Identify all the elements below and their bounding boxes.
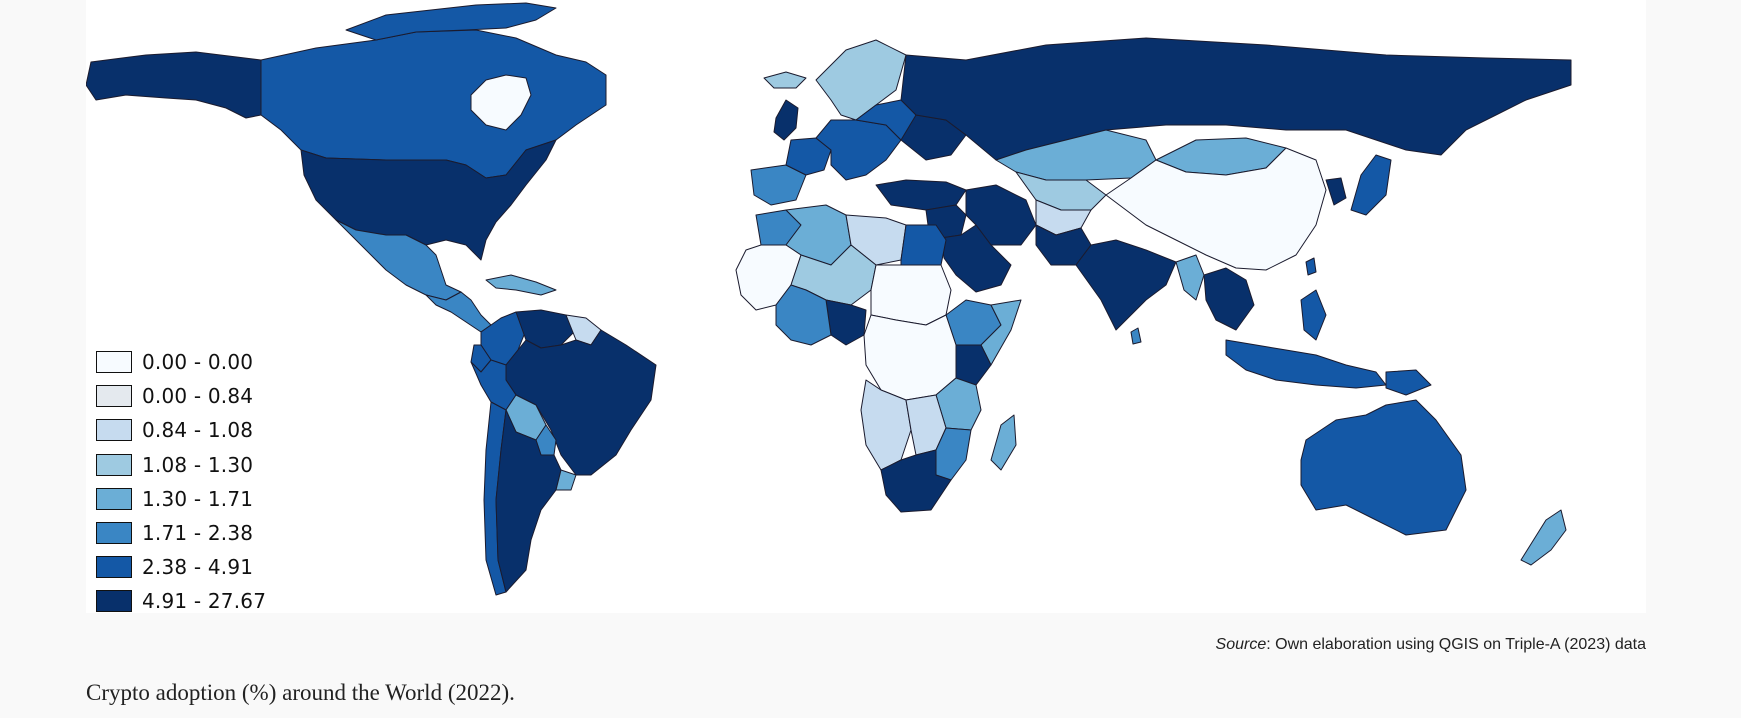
region-sri-lanka (1130, 327, 1142, 345)
source-prefix: Source (1215, 636, 1267, 653)
region-russia (900, 37, 1572, 161)
region-caribbean (485, 274, 557, 296)
region-iran (965, 184, 1037, 246)
legend-label: 2.38 - 4.91 (142, 555, 254, 580)
legend-swatch (96, 351, 132, 374)
source-text: : Own elaboration using QGIS on Triple-A… (1266, 636, 1646, 653)
region-peru (470, 359, 517, 411)
region-taiwan (1305, 257, 1317, 276)
region-new-zealand (1520, 509, 1567, 566)
legend-item: 2.38 - 4.91 (96, 550, 266, 584)
legend-swatch (96, 522, 132, 545)
region-central-africa (863, 314, 957, 401)
legend-label: 1.71 - 2.38 (142, 521, 254, 546)
region-egypt (900, 224, 947, 266)
region-uruguay (555, 469, 577, 491)
legend-swatch (96, 556, 132, 579)
legend-label: 0.00 - 0.00 (142, 350, 254, 375)
legend-item: 0.00 - 0.00 (96, 345, 266, 379)
region-south-africa (880, 449, 952, 513)
region-png (1385, 369, 1432, 396)
world-choropleth-map (86, 2, 1572, 596)
region-uk (773, 99, 799, 141)
region-turkey (875, 179, 967, 211)
region-australia (1300, 399, 1467, 536)
region-madagascar (990, 414, 1017, 471)
legend-swatch (96, 487, 132, 510)
legend-label: 1.30 - 1.71 (142, 486, 254, 511)
region-mexico (335, 219, 462, 301)
region-canada (345, 2, 557, 41)
region-philippines (1300, 289, 1327, 341)
map-figure: 0.00 - 0.00 0.00 - 0.84 0.84 - 1.08 1.08… (86, 0, 1646, 613)
legend-item: 1.08 - 1.30 (96, 448, 266, 482)
legend-swatch (96, 385, 132, 408)
region-chad-sudan (870, 264, 952, 326)
region-india (1075, 239, 1177, 331)
figure-caption: Crypto adoption (%) around the World (20… (86, 680, 515, 705)
legend-label: 0.00 - 0.84 (142, 384, 254, 409)
region-china (1105, 147, 1327, 271)
region-alaska (86, 51, 262, 119)
region-central-europe (815, 119, 902, 181)
region-arabian-peninsula (940, 224, 1012, 293)
legend-swatch (96, 453, 132, 476)
region-scandinavia (815, 39, 907, 121)
legend-label: 1.08 - 1.30 (142, 452, 254, 477)
region-korea (1325, 177, 1347, 206)
legend-item: 4.91 - 27.67 (96, 584, 266, 618)
region-indonesia (1225, 339, 1387, 389)
legend-item: 0.00 - 0.84 (96, 379, 266, 413)
region-nigeria (825, 299, 867, 346)
legend-item: 1.71 - 2.38 (96, 516, 266, 550)
source-note: Source: Own elaboration using QGIS on Tr… (1216, 636, 1646, 654)
region-iceland (763, 71, 807, 89)
legend-label: 0.84 - 1.08 (142, 418, 254, 443)
region-myanmar (1175, 254, 1205, 301)
legend-label: 4.91 - 27.67 (142, 589, 267, 614)
legend-swatch (96, 590, 132, 613)
region-gulf-of-guinea (775, 284, 832, 346)
region-greenland (470, 74, 532, 131)
legend-item: 1.30 - 1.71 (96, 482, 266, 516)
map-legend: 0.00 - 0.00 0.00 - 0.84 0.84 - 1.08 1.08… (96, 345, 266, 619)
region-mainland-se-asia (1203, 267, 1255, 331)
region-central-america (425, 291, 492, 333)
region-japan (1350, 154, 1392, 216)
legend-swatch (96, 419, 132, 442)
region-argentina (495, 409, 562, 593)
legend-item: 0.84 - 1.08 (96, 413, 266, 447)
